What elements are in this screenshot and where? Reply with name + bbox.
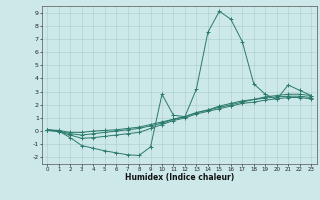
X-axis label: Humidex (Indice chaleur): Humidex (Indice chaleur) bbox=[124, 173, 234, 182]
